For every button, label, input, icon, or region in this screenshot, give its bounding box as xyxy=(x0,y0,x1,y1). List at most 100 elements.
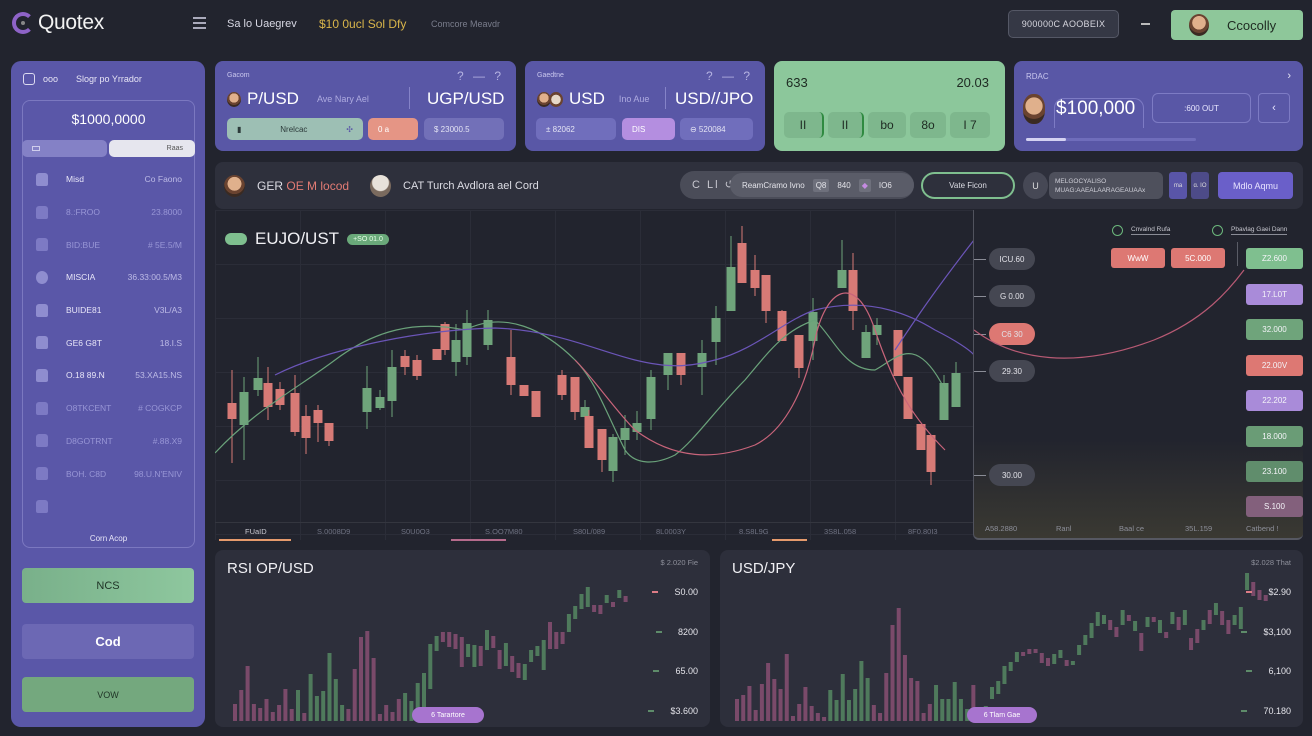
ncs-button[interactable]: NCS xyxy=(22,568,194,603)
stat-button[interactable]: bo xyxy=(868,112,906,138)
x-label: 8F0.80I3 xyxy=(908,527,938,536)
tick xyxy=(974,296,986,297)
stats-card: 633 20.03 II II bo 8o I 7 xyxy=(774,61,1005,151)
sidebar-item[interactable]: BUIDE81 V3L/A3 xyxy=(23,294,194,327)
trader-1[interactable]: GER OE M locod xyxy=(224,175,349,197)
chip-amount-2[interactable]: ⊖ 520084 xyxy=(680,118,753,140)
avatar xyxy=(537,91,551,107)
price-tag[interactable]: 18.000 xyxy=(1246,426,1303,447)
sidebar-item[interactable]: O8TKCENT # COGKCP xyxy=(23,392,194,425)
divider xyxy=(665,87,666,109)
rsi-chart[interactable]: RSI OP/USD $ 2.020 Fie S0.00 8200 65.00 … xyxy=(215,550,710,727)
nav-item-3[interactable]: Comcore Meavdr xyxy=(431,19,501,29)
chart-pair: EUJO/UST xyxy=(255,229,340,248)
gem-icon[interactable]: ◆ xyxy=(858,178,871,192)
user-round-button[interactable]: U xyxy=(1023,172,1048,199)
chart-type-icons[interactable]: C Ll ↺ xyxy=(692,179,736,191)
price-tag[interactable]: 32.000 xyxy=(1246,319,1303,340)
indicator-badge[interactable]: 6 Tlam Gae xyxy=(967,707,1037,723)
candlestick-plot[interactable] xyxy=(215,210,974,522)
sidebar-item[interactable]: D8GOTRNT #.88.X9 xyxy=(23,425,194,458)
profile-name: Ccocolly xyxy=(1227,17,1277,33)
price-tag[interactable]: 23.100 xyxy=(1246,461,1303,482)
main-action-button[interactable]: Mdlo Aqmu xyxy=(1218,172,1293,199)
chip-signal[interactable]: ▮ Nrelcac ✣ xyxy=(227,118,363,140)
close-circle-icon xyxy=(36,270,48,284)
usdjpy-chart[interactable]: USD/JPY $2.028 That $2.90 $3,100 6,100 7… xyxy=(720,550,1303,727)
sidebar-item[interactable] xyxy=(23,490,194,523)
chip-amount[interactable]: $ 23000.5 xyxy=(424,118,504,140)
card-controls[interactable]: ? — ? xyxy=(456,69,504,83)
stat-button[interactable]: II xyxy=(828,112,864,138)
stat-button[interactable]: II xyxy=(784,112,824,138)
price-level[interactable]: 30.00 xyxy=(989,464,1035,486)
logo[interactable]: Quotex xyxy=(12,11,104,35)
x-label: 3S8L.058 xyxy=(824,527,857,536)
price-level[interactable]: G 0.00 xyxy=(989,285,1035,307)
price-level-active[interactable]: C6 30 xyxy=(989,323,1035,345)
price-level[interactable]: ICU.60 xyxy=(989,248,1035,270)
vow-button[interactable]: VOW xyxy=(22,677,194,712)
sidebar-item[interactable]: MISCIA 36.33:00.5/M3 xyxy=(23,261,194,294)
sidebar-checkbox[interactable] xyxy=(23,73,35,85)
timeframe-pill[interactable]: C Ll ↺ ReamCramo Ivno Q8 840 ◆ IO6 xyxy=(680,171,914,199)
segment-left[interactable] xyxy=(22,140,107,157)
stat-button-group: II II bo 8o I 7 xyxy=(784,112,990,138)
price-tag[interactable]: 17.L0T xyxy=(1246,284,1303,305)
small-button[interactable]: ɑ. IO xyxy=(1191,172,1209,199)
sidebar-item[interactable]: GE6 G8T 18.I.S xyxy=(23,326,194,359)
pair-card-1[interactable]: Gacom ? — ? P/USD Ave Nary Ael UGP/USD ▮… xyxy=(215,61,516,151)
arrow-right-icon[interactable]: › xyxy=(1287,70,1291,82)
nav-item-1[interactable]: Sa lo Uaegrev xyxy=(227,18,297,30)
pill-tag[interactable]: 840 xyxy=(837,180,851,190)
scale-label: $3.600 xyxy=(670,706,698,716)
sidebar-item[interactable]: BID:BUE # 5E.5/M xyxy=(23,228,194,261)
chart-meta: $2.028 That xyxy=(1251,558,1291,567)
legend-item[interactable]: Cnvalnd Rufa xyxy=(1112,225,1171,236)
amount-button[interactable]: 5C.000 xyxy=(1171,248,1225,268)
cod-button[interactable]: Cod xyxy=(22,624,194,659)
sidebar-footer-link[interactable]: Corn Acop xyxy=(89,534,128,543)
chip-value[interactable]: 0 a xyxy=(368,118,418,140)
outline-button[interactable]: Vate Ficon xyxy=(921,172,1015,199)
indicator-badge[interactable]: 6 Tarartore xyxy=(412,707,484,723)
small-button[interactable]: ma xyxy=(1169,172,1187,199)
sell-button[interactable]: WwW xyxy=(1111,248,1165,268)
segment-right[interactable]: Raas xyxy=(108,140,195,157)
pill-tag[interactable]: Q8 xyxy=(812,178,830,192)
chip-status[interactable]: DIS xyxy=(622,118,675,140)
profile-button[interactable]: Ccocolly xyxy=(1171,10,1303,40)
price-tag[interactable]: Z2.600 xyxy=(1246,248,1303,269)
avatar xyxy=(227,91,241,107)
sidebar-item[interactable]: 8.:FROO 23.8000 xyxy=(23,196,194,229)
scale-label: 65.00 xyxy=(675,666,698,676)
trader-name: GER xyxy=(257,179,284,193)
price-tag[interactable]: 22.00V xyxy=(1246,355,1303,376)
menu-icon[interactable] xyxy=(193,17,206,29)
legend-item[interactable]: Pbavlag Gaei Dann xyxy=(1212,225,1288,236)
main-chart[interactable]: EUJO/UST +SO 01.0 FUaID S.0008D9 S0U0O3 … xyxy=(215,210,1303,541)
stat-button[interactable]: I 7 xyxy=(950,112,990,138)
trader-2[interactable]: CAT Turch Avdlora ael Cord xyxy=(370,175,539,197)
collapse-icon[interactable]: ‹ xyxy=(1258,93,1290,123)
sidebar-item[interactable]: BOH. C8D 98.U.N'ENIV xyxy=(23,457,194,490)
scale-label: $2.90 xyxy=(1268,587,1291,597)
price-level[interactable]: 29.30 xyxy=(989,360,1035,382)
price-tag[interactable]: S.100 xyxy=(1246,496,1303,517)
card-controls[interactable]: ? — ? xyxy=(705,69,753,83)
avatar xyxy=(224,175,245,197)
chip-amount[interactable]: ± 82062 xyxy=(536,118,616,140)
pair-card-2[interactable]: Gaedtne ? — ? USD Ino Aue USD//JPO ± 820… xyxy=(525,61,765,151)
pill-tag[interactable]: IO6 xyxy=(878,180,892,190)
scale-item: $3.600 xyxy=(648,706,698,716)
stat-button[interactable]: 8o xyxy=(910,112,946,138)
scale-label: 70.180 xyxy=(1263,706,1291,716)
cashout-button[interactable]: :600 OUT xyxy=(1152,93,1251,123)
x-label: S80L/089 xyxy=(573,527,606,536)
sidebar-item[interactable]: Misd Co Faono xyxy=(23,163,194,196)
price-tag[interactable]: 22.202 xyxy=(1246,390,1303,411)
nav-item-promo[interactable]: $10 0ucl Sol Dfy xyxy=(319,17,407,31)
sidebar-item[interactable]: O.18 89.N 53.XA15.NS xyxy=(23,359,194,392)
account-selector[interactable]: 900000C AOOBEIX xyxy=(1008,10,1119,38)
minimize-icon[interactable] xyxy=(1141,23,1150,25)
